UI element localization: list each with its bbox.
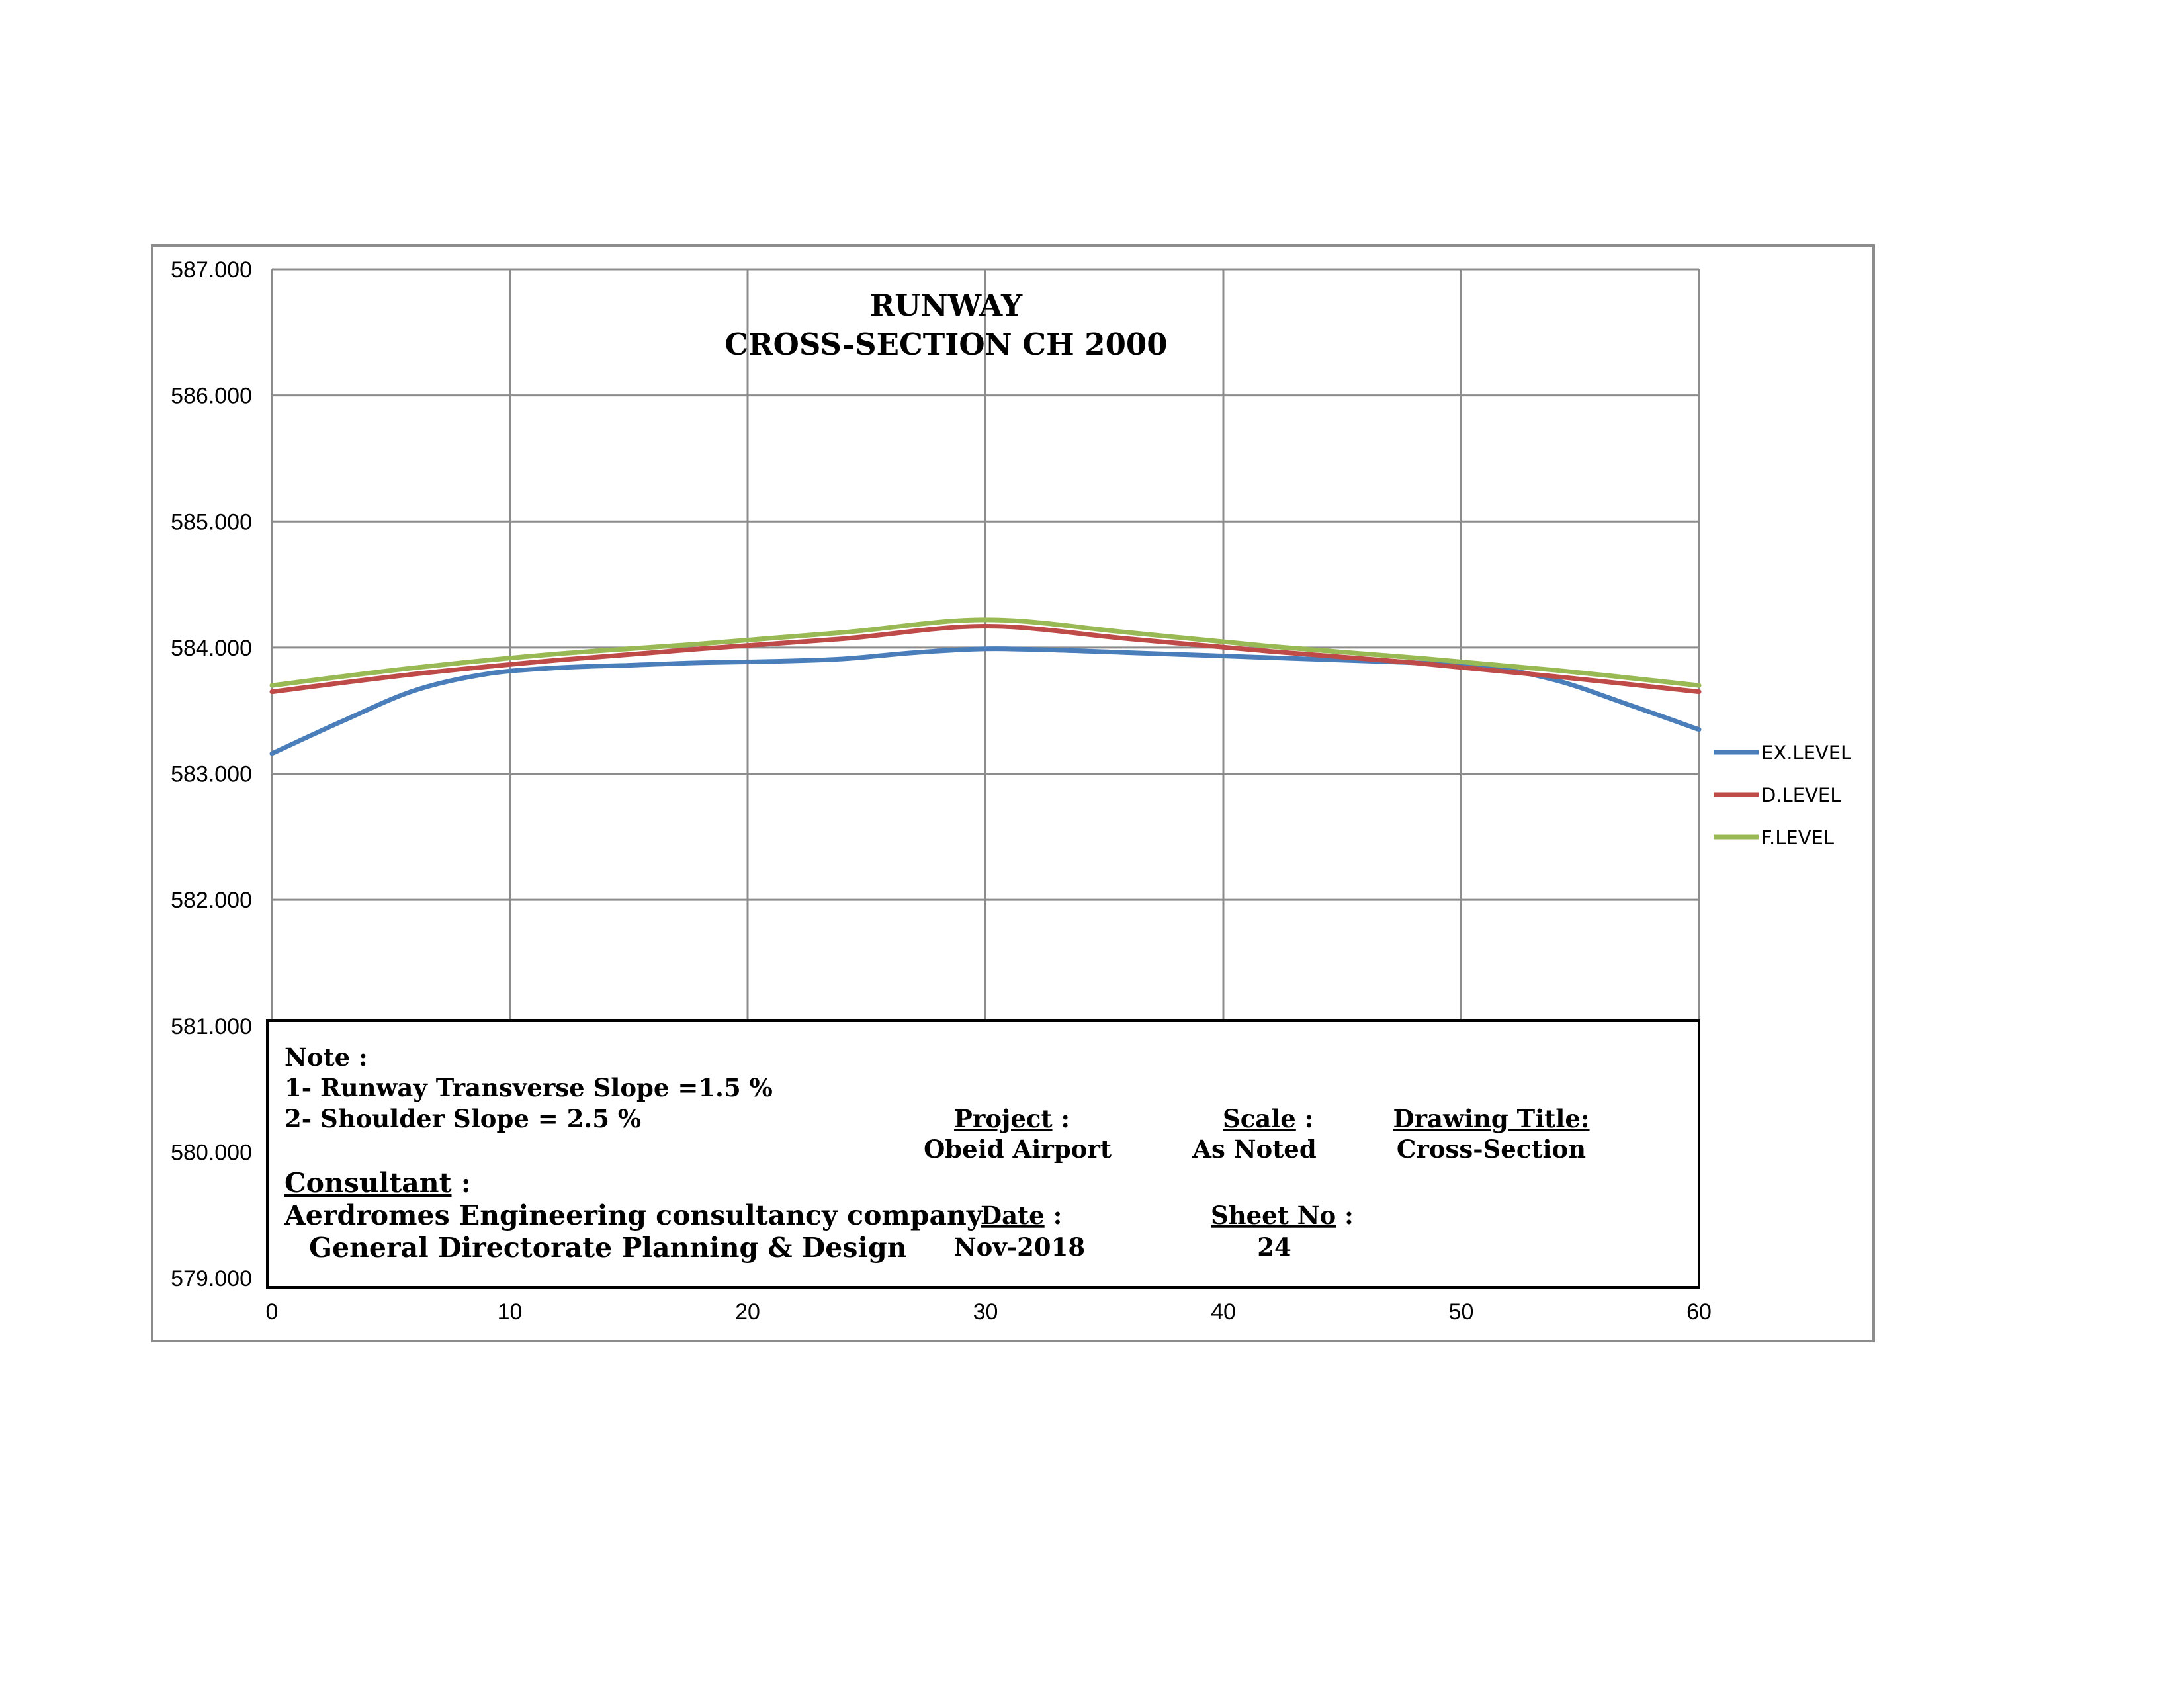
- note-line-1: 1- Runway Transverse Slope =1.5 %: [284, 1073, 773, 1102]
- consultant-heading: Consultant :: [284, 1167, 471, 1199]
- sheet-no-label: Sheet No :: [1211, 1201, 1354, 1230]
- legend: EX.LEVEL D.LEVEL F.LEVEL: [1714, 742, 1851, 849]
- y-axis-ticks: 579.000 580.000 581.000 582.000 583.000 584.0…: [171, 257, 252, 1291]
- drawing-title-value: Cross-Section: [1397, 1135, 1586, 1164]
- x-tick-label: 60: [1686, 1299, 1712, 1324]
- y-tick-label: 582.000: [171, 888, 252, 913]
- y-tick-label: 580.000: [171, 1140, 252, 1165]
- y-tick-label: 586.000: [171, 384, 252, 409]
- note-line-2: 2- Shoulder Slope = 2.5 %: [284, 1104, 641, 1133]
- y-tick-label: 585.000: [171, 509, 252, 535]
- x-tick-label: 0: [266, 1299, 279, 1324]
- chart-title: RUNWAY CROSS-SECTION CH 2000: [724, 288, 1167, 362]
- scale-value: As Noted: [1192, 1135, 1316, 1164]
- date-value: Nov-2018: [954, 1233, 1085, 1262]
- x-tick-label: 30: [973, 1299, 998, 1324]
- series-line-d-level: [269, 624, 1702, 695]
- date-label: Date :: [981, 1201, 1062, 1230]
- consultant-line-1: Aerdromes Engineering consultancy compan…: [284, 1199, 983, 1231]
- consultant-line-2: General Directorate Planning & Design: [309, 1232, 907, 1264]
- legend-label: D.LEVEL: [1761, 784, 1841, 806]
- y-tick-label: 583.000: [171, 762, 252, 787]
- x-axis-ticks: 0 10 20 30 40 50 60: [266, 1299, 1712, 1324]
- series-lines: [269, 617, 1702, 756]
- chart-title-line-1: RUNWAY: [870, 288, 1023, 323]
- drawing-title-label: Drawing Title:: [1393, 1104, 1589, 1133]
- x-tick-label: 10: [498, 1299, 523, 1324]
- legend-label: EX.LEVEL: [1761, 742, 1851, 764]
- sheet-no-value: 24: [1257, 1233, 1291, 1262]
- note-box: Note : 1- Runway Transverse Slope =1.5 %…: [266, 1019, 1700, 1289]
- x-tick-label: 20: [735, 1299, 760, 1324]
- series-line-f-level: [269, 617, 1702, 688]
- y-tick-label: 581.000: [171, 1014, 252, 1039]
- note-box-frame: [266, 1019, 1700, 1289]
- scale-label: Scale :: [1223, 1104, 1313, 1133]
- project-label: Project :: [954, 1104, 1070, 1133]
- legend-label: F.LEVEL: [1761, 826, 1834, 849]
- project-value: Obeid Airport: [924, 1135, 1112, 1164]
- chart-title-line-2: CROSS-SECTION CH 2000: [724, 327, 1167, 362]
- x-tick-label: 50: [1449, 1299, 1474, 1324]
- y-tick-label: 579.000: [171, 1266, 252, 1291]
- note-heading: Note :: [284, 1043, 368, 1072]
- y-tick-label: 587.000: [171, 257, 252, 282]
- series-line-ex-level: [269, 646, 1702, 756]
- y-tick-label: 584.000: [171, 636, 252, 661]
- x-tick-label: 40: [1211, 1299, 1236, 1324]
